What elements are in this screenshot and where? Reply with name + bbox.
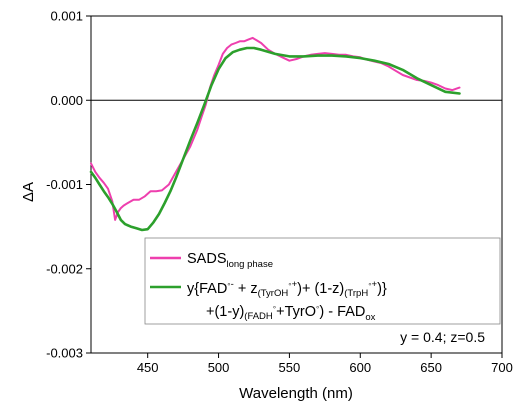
legend-box — [144, 237, 501, 325]
sads-long-phase-line — [90, 36, 461, 221]
y-axis: -0.003 -0.002 -0.001 0.000 0.001 — [46, 9, 91, 361]
x-tick-label: 550 — [279, 360, 301, 375]
parameter-annotation: y = 0.4; z=0.5 — [400, 329, 485, 345]
x-axis: 450 500 550 600 650 700 — [137, 353, 513, 375]
y-tick-label: -0.003 — [46, 346, 83, 361]
x-tick-label: 700 — [491, 360, 513, 375]
legend: SADSlong phase y{FAD◦- + z(TyrOH◦+)+ (1-… — [144, 237, 501, 325]
model-fit-line — [89, 46, 461, 232]
x-tick-label: 650 — [420, 360, 442, 375]
y-tick-label: -0.001 — [46, 177, 83, 192]
y-tick-label: 0.000 — [50, 93, 83, 108]
legend-label-model-line1: y{FAD◦- + z(TyrOH◦+)+ (1-z)(TrpH◦+)} — [187, 279, 387, 299]
y-tick-label: 0.001 — [50, 9, 83, 24]
x-tick-label: 450 — [137, 360, 159, 375]
y-tick-label: -0.002 — [46, 261, 83, 276]
x-tick-label: 600 — [349, 360, 371, 375]
legend-label-model-line2: +(1-y)(FADH◦+TyrO◦) - FADox — [206, 302, 376, 323]
legend-label-sads: SADSlong phase — [187, 251, 273, 270]
series-layer — [89, 36, 461, 232]
x-tick-label: 500 — [208, 360, 230, 375]
x-axis-label: Wavelength (nm) — [239, 385, 353, 402]
y-axis-label: ΔA — [20, 182, 37, 202]
